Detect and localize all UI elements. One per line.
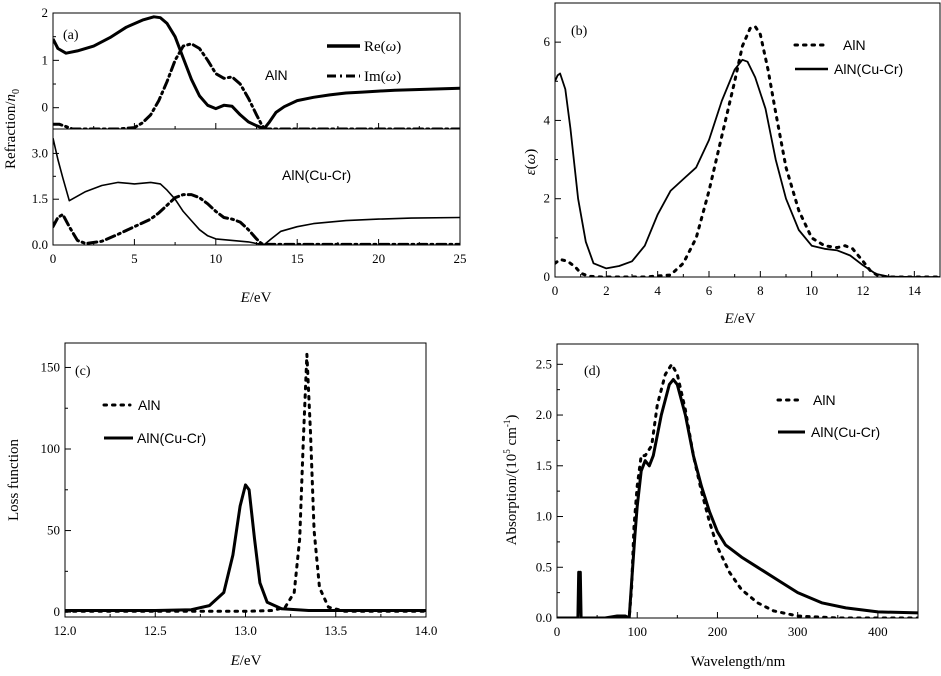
panel-b-legend-label-aln: AlN bbox=[843, 37, 866, 53]
panel-b-x-tick-label: 10 bbox=[805, 283, 818, 298]
panel-a-bottom-plot-area bbox=[53, 138, 460, 245]
panel-c-x-tick-label: 12.5 bbox=[144, 623, 167, 638]
panel-c-x-tick-label: 14.0 bbox=[415, 623, 438, 638]
panel-d-y-tick-label: 2.0 bbox=[536, 407, 552, 422]
panel-c-plot-area bbox=[65, 352, 426, 613]
panel-b-x-tick-label: 2 bbox=[603, 283, 610, 298]
panel-a-bottom-frame bbox=[52, 128, 461, 246]
panel-a-legend-label-im: Im(ω) bbox=[364, 69, 401, 85]
panel-b-label: (b) bbox=[571, 24, 588, 39]
panel-a-legend-label-re: Re(ω) bbox=[364, 39, 401, 55]
panel-d-y-tick-label: 0.5 bbox=[536, 559, 552, 574]
panel-a-bottom-y-tick-label: 1.5 bbox=[32, 191, 48, 206]
panel-d-series-aln-cu-cr- bbox=[557, 378, 918, 618]
panel-c-series-aln-cu-cr- bbox=[65, 483, 426, 612]
panel-b-x-tick-label: 12 bbox=[857, 283, 870, 298]
panel-a: 0 1 2 0.0 1.5 3.0 0 5 10 15 20 25 (a) AlN AlN(Cu-Cr… bbox=[3, 5, 467, 306]
panel-d-x-tick-label: 200 bbox=[708, 624, 728, 639]
panel-a-top-annotation: AlN bbox=[265, 67, 288, 83]
panel-a-top-plot-area bbox=[53, 15, 460, 129]
panel-d-label: (d) bbox=[584, 364, 601, 379]
panel-b-y-tick-label: 4 bbox=[544, 112, 551, 127]
panel-c-axes: 0 50 100 150 12.0 12.5 13.0 13.5 14.0 bbox=[41, 359, 438, 638]
panel-a-bottom-y-tick-label: 0.0 bbox=[32, 237, 48, 252]
panel-d-x-tick-label: 300 bbox=[788, 624, 808, 639]
panel-b-x-tick-label: 8 bbox=[757, 283, 764, 298]
panel-c-x-axis-label: E/eV bbox=[230, 653, 262, 669]
panel-c-y-tick-label: 50 bbox=[47, 523, 60, 538]
panel-c-frame bbox=[64, 342, 427, 618]
panel-b-x-axis-label: E/eV bbox=[724, 311, 756, 327]
panel-d-x-axis-label: Wavelength/nm bbox=[691, 654, 786, 670]
panel-b-x-tick-label: 4 bbox=[654, 283, 661, 298]
panel-a-top-series-im bbox=[53, 42, 460, 129]
panel-a-bottom-series-re bbox=[53, 138, 460, 245]
panel-c-legend-label-alncucr: AlN(Cu-Cr) bbox=[137, 430, 206, 446]
panel-a-bottom-x-tick-label: 15 bbox=[291, 251, 304, 266]
panel-a-top-y-tick-label: 0 bbox=[42, 100, 49, 115]
panel-a-bottom-y-tick-label: 3.0 bbox=[32, 145, 48, 160]
panel-d-legend-label-aln: AlN bbox=[813, 392, 836, 408]
panel-a-bottom-x-tick-label: 20 bbox=[372, 251, 385, 266]
panel-d-frame bbox=[556, 343, 919, 619]
panel-b-y-tick-label: 6 bbox=[544, 34, 551, 49]
panel-d-series-aln bbox=[557, 362, 918, 618]
panel-d-y-tick-label: 1.0 bbox=[536, 509, 552, 524]
panel-c-x-tick-label: 13.0 bbox=[234, 623, 257, 638]
panel-a-bottom-x-tick-label: 5 bbox=[131, 251, 138, 266]
panel-c-y-tick-label: 0 bbox=[54, 604, 61, 619]
panel-b-y-tick-label: 2 bbox=[544, 191, 551, 206]
panel-b-x-tick-label: 0 bbox=[552, 283, 559, 298]
panel-b-y-axis-label: ε(ω) bbox=[523, 149, 539, 176]
panel-c-label: (c) bbox=[75, 364, 91, 379]
panel-d-x-tick-label: 400 bbox=[868, 624, 888, 639]
panel-b-axes: 0 2 4 6 0 2 4 6 8 10 12 14 bbox=[544, 34, 922, 298]
panel-a-bottom-series-im bbox=[53, 193, 460, 245]
panel-b-y-tick-label: 0 bbox=[544, 269, 551, 284]
panel-d-legend-label-alncucr: AlN(Cu-Cr) bbox=[811, 424, 880, 440]
panel-a-top-y-tick-label: 2 bbox=[42, 5, 49, 20]
panel-d-plot-area bbox=[557, 362, 918, 618]
panel-b-plot-area bbox=[555, 25, 940, 277]
panel-b-series-aln bbox=[555, 25, 940, 277]
panel-c: 0 50 100 150 12.0 12.5 13.0 13.5 14.0 (c) AlN Al… bbox=[6, 342, 438, 669]
panel-a-bottom-x-tick-label: 0 bbox=[50, 251, 57, 266]
panel-a-label: (a) bbox=[63, 28, 79, 43]
panel-d-x-tick-label: 0 bbox=[554, 624, 561, 639]
panel-b-x-tick-label: 6 bbox=[706, 283, 713, 298]
panel-a-top-series-re bbox=[53, 15, 460, 129]
panel-c-x-tick-label: 13.5 bbox=[324, 623, 347, 638]
panel-b-legend-label-alncucr: AlN(Cu-Cr) bbox=[834, 61, 903, 77]
panel-c-y-tick-label: 150 bbox=[41, 359, 61, 374]
panel-c-series-aln bbox=[65, 352, 426, 613]
panel-b-series-aln-cu-cr- bbox=[555, 58, 940, 277]
panel-c-y-axis-label: Loss function bbox=[6, 438, 22, 521]
panel-a-top-y-tick-label: 1 bbox=[42, 52, 49, 67]
panel-c-legend-label-aln: AlN bbox=[138, 397, 161, 413]
panel-c-y-tick-label: 100 bbox=[41, 441, 61, 456]
panel-a-axes: 0 1 2 0.0 1.5 3.0 0 5 10 15 20 25 bbox=[32, 5, 467, 266]
panel-d: 0.00.51.01.52.02.50 100 200 300 400 (d) AlN … bbox=[502, 343, 919, 670]
panel-d-y-tick-label: 2.5 bbox=[536, 356, 552, 371]
panel-b-frame bbox=[554, 2, 941, 278]
panel-b-x-tick-label: 14 bbox=[908, 283, 922, 298]
panel-a-x-axis-label: E/eV bbox=[240, 290, 272, 306]
panel-d-x-tick-label: 100 bbox=[627, 624, 647, 639]
panel-a-bottom-annotation: AlN(Cu-Cr) bbox=[282, 167, 351, 183]
panel-a-bottom-x-tick-label: 25 bbox=[454, 251, 467, 266]
panel-c-x-tick-label: 12.0 bbox=[54, 623, 77, 638]
panel-d-axes: 0.0 0.5 1.0 1.5 2.0 2.5 0 100 200 300 400 bbox=[536, 356, 888, 639]
panel-a-y-axis-label: Refraction/n0 bbox=[3, 89, 22, 169]
panel-d-y-tick-label: 1.5 bbox=[536, 458, 552, 473]
panel-a-bottom-x-tick-label: 10 bbox=[209, 251, 222, 266]
panel-d-y-tick-label: 0.0 bbox=[536, 610, 552, 625]
panel-d-y-axis-label: Absorption/(105 cm-1) bbox=[502, 415, 520, 546]
